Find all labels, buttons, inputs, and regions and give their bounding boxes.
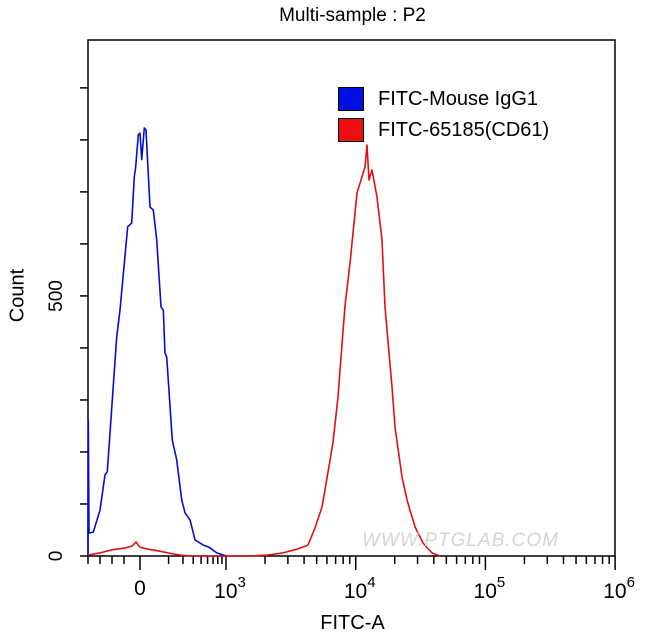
y-axis-label: Count [6, 268, 29, 323]
x-tick-exponent: 3 [237, 574, 246, 591]
legend-item-cd61: FITC-65185(CD61) [338, 116, 549, 144]
legend-label: FITC-65185(CD61) [378, 118, 550, 141]
x-tick-base: 10 [343, 580, 368, 603]
x-tick-label: 106 [589, 574, 649, 604]
x-tick-exponent: 5 [496, 574, 506, 591]
chart-title: Multi-sample : P2 [279, 5, 426, 26]
x-tick-base: 10 [603, 580, 627, 603]
watermark: WWW.PTGLAB.COM [362, 530, 559, 551]
x-tick-exponent: 4 [367, 574, 376, 591]
plot-frame [87, 39, 616, 557]
x-tick-exponent: 6 [626, 574, 635, 591]
y-tick-label: 500 [46, 280, 67, 312]
x-tick-label: 105 [459, 574, 519, 604]
x-tick-base: 0 [134, 577, 146, 600]
legend-swatch-blue [338, 87, 364, 111]
legend-label: FITC-Mouse IgG1 [378, 87, 539, 110]
legend-swatch-red [338, 118, 364, 142]
x-tick-base: 10 [473, 580, 497, 603]
histogram-series-1 [87, 144, 441, 557]
y-tick-label: 0 [46, 550, 67, 562]
x-tick-label: 103 [200, 574, 260, 604]
histogram-series-0 [87, 127, 227, 557]
legend-item-isotype: FITC-Mouse IgG1 [338, 85, 538, 113]
x-tick-label: 0 [110, 577, 170, 601]
x-axis-label: FITC-A [320, 612, 385, 634]
x-tick-label: 104 [330, 574, 390, 604]
x-tick-base: 10 [214, 580, 238, 603]
